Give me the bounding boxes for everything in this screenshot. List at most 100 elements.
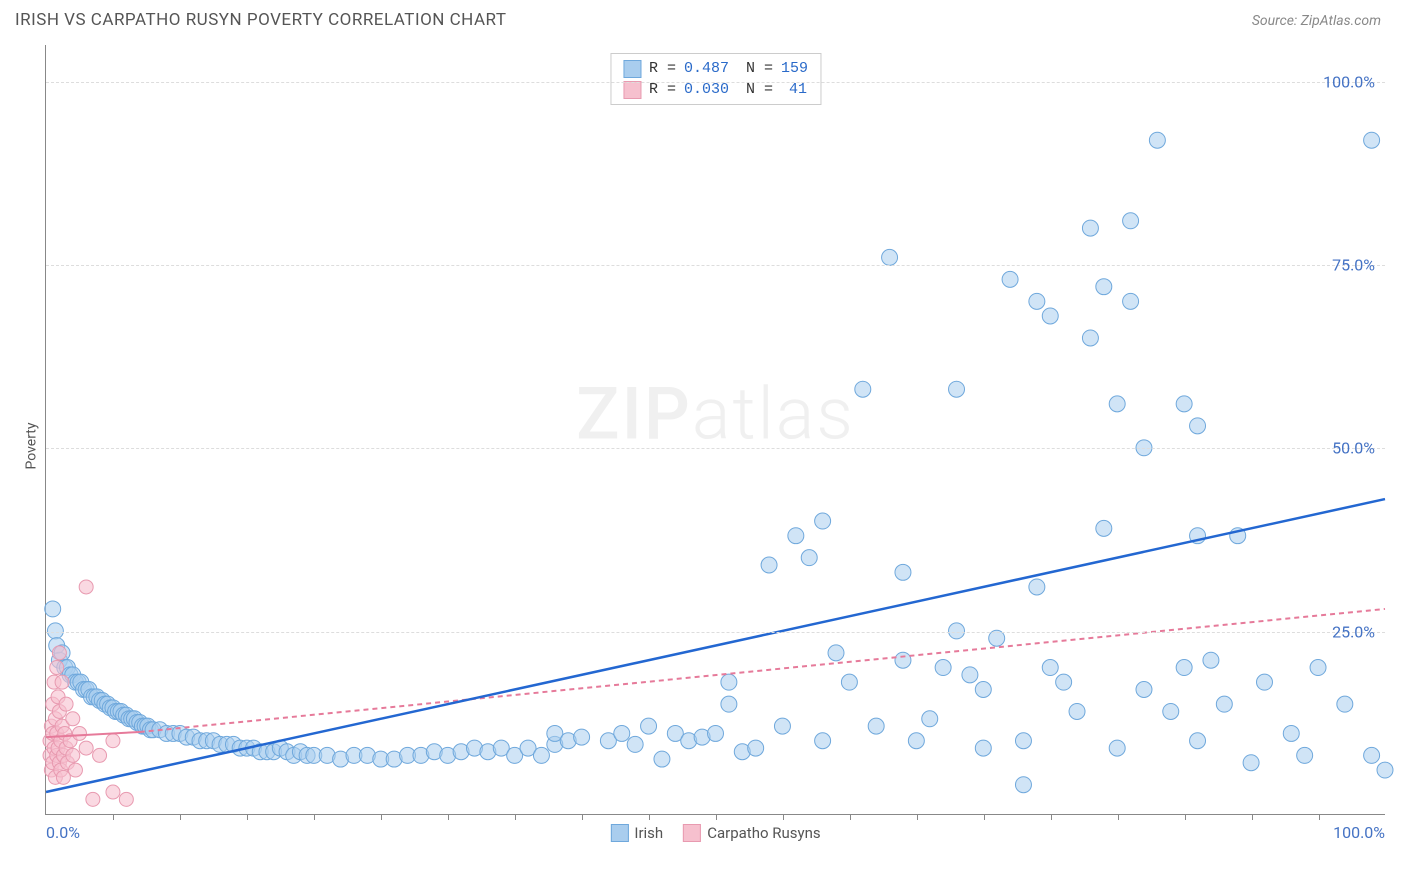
x-tick-minor [515, 814, 516, 820]
gridline [46, 448, 1385, 449]
data-point [788, 528, 804, 544]
legend-item-irish: Irish [610, 824, 663, 842]
data-point [56, 770, 70, 784]
scatter-svg [46, 45, 1385, 814]
data-point [815, 513, 831, 529]
chart-source: Source: ZipAtlas.com [1252, 13, 1381, 29]
data-point [1190, 418, 1206, 434]
data-point [1337, 696, 1353, 712]
chart-header: IRISH VS CARPATHO RUSYN POVERTY CORRELAT… [0, 0, 1406, 35]
data-point [774, 718, 790, 734]
data-point [55, 675, 69, 689]
data-point [855, 381, 871, 397]
gridline [46, 265, 1385, 266]
data-point [721, 674, 737, 690]
data-point [949, 381, 965, 397]
data-point [1136, 682, 1152, 698]
data-point [1203, 652, 1219, 668]
data-point [1310, 660, 1326, 676]
data-point [106, 734, 120, 748]
bottom-legend: Irish Carpatho Rusyns [610, 824, 820, 842]
data-point [1042, 660, 1058, 676]
data-point [1082, 330, 1098, 346]
x-tick-minor [1252, 814, 1253, 820]
x-tick-minor [381, 814, 382, 820]
swatch-irish [623, 60, 641, 78]
data-point [45, 601, 61, 617]
data-point [1176, 396, 1192, 412]
data-point [895, 652, 911, 668]
y-axis-label: Poverty [24, 422, 40, 469]
data-point [106, 785, 120, 799]
swatch-carpatho [623, 81, 641, 99]
data-point [868, 718, 884, 734]
x-tick-minor [113, 814, 114, 820]
data-point [841, 674, 857, 690]
trend-line [140, 609, 1385, 732]
y-tick-label: 100.0% [1323, 72, 1375, 91]
data-point [86, 792, 100, 806]
data-point [66, 748, 80, 762]
data-point [654, 751, 670, 767]
data-point [1364, 747, 1380, 763]
data-point [1364, 132, 1380, 148]
data-point [50, 661, 64, 675]
data-point [1149, 132, 1165, 148]
data-point [721, 696, 737, 712]
x-tick-minor [1118, 814, 1119, 820]
data-point [533, 747, 549, 763]
legend-swatch-irish [610, 824, 628, 842]
data-point [1029, 293, 1045, 309]
x-tick-minor [984, 814, 985, 820]
data-point [962, 667, 978, 683]
data-point [1029, 579, 1045, 595]
x-tick-minor [1185, 814, 1186, 820]
data-point [79, 580, 93, 594]
data-point [1109, 740, 1125, 756]
x-tick-minor [850, 814, 851, 820]
data-point [614, 725, 630, 741]
data-point [815, 733, 831, 749]
data-point [79, 741, 93, 755]
data-point [119, 792, 133, 806]
stats-legend: R = 0.487 N = 159 R = 0.030 N = 41 [610, 53, 821, 105]
data-point [1096, 279, 1112, 295]
data-point [1056, 674, 1072, 690]
data-point [748, 740, 764, 756]
x-tick-minor [247, 814, 248, 820]
data-point [1109, 396, 1125, 412]
data-point [66, 712, 80, 726]
data-point [52, 646, 66, 660]
data-point [1377, 762, 1393, 778]
x-max-label: 100.0% [1333, 823, 1385, 842]
data-point [828, 645, 844, 661]
data-point [93, 748, 107, 762]
data-point [1015, 777, 1031, 793]
data-point [975, 682, 991, 698]
y-tick-label: 50.0% [1332, 439, 1375, 458]
x-tick-minor [448, 814, 449, 820]
data-point [1042, 308, 1058, 324]
data-point [59, 697, 73, 711]
stats-row-irish: R = 0.487 N = 159 [623, 58, 808, 79]
data-point [922, 711, 938, 727]
data-point [627, 736, 643, 752]
data-point [1297, 747, 1313, 763]
data-point [1123, 213, 1139, 229]
data-point [882, 249, 898, 265]
data-point [935, 660, 951, 676]
data-point [1176, 660, 1192, 676]
data-point [1256, 674, 1272, 690]
x-tick-minor [180, 814, 181, 820]
data-point [1163, 703, 1179, 719]
gridline [46, 632, 1385, 633]
data-point [1082, 220, 1098, 236]
data-point [908, 733, 924, 749]
x-tick-minor [649, 814, 650, 820]
chart-container: ZIPatlas R = 0.487 N = 159 R = 0.030 N =… [45, 45, 1385, 845]
data-point [1190, 733, 1206, 749]
legend-swatch-carpatho [683, 824, 701, 842]
x-tick-minor [716, 814, 717, 820]
data-point [1216, 696, 1232, 712]
x-tick-minor [314, 814, 315, 820]
